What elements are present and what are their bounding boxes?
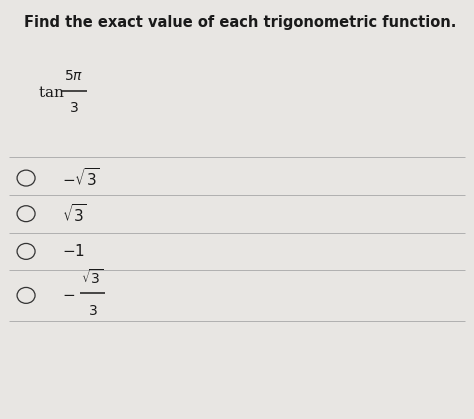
Text: $-$: $-$ bbox=[62, 286, 75, 301]
Text: $3$: $3$ bbox=[88, 304, 97, 318]
Text: $5\pi$: $5\pi$ bbox=[64, 69, 83, 83]
Text: $\mathrm{tan}$: $\mathrm{tan}$ bbox=[38, 85, 64, 100]
Text: $\sqrt{3}$: $\sqrt{3}$ bbox=[62, 203, 87, 225]
Text: $3$: $3$ bbox=[69, 101, 78, 115]
Text: $-1$: $-1$ bbox=[62, 243, 85, 259]
Text: $\sqrt{3}$: $\sqrt{3}$ bbox=[82, 268, 103, 287]
Text: Find the exact value of each trigonometric function.: Find the exact value of each trigonometr… bbox=[24, 15, 456, 30]
Text: $-\sqrt{3}$: $-\sqrt{3}$ bbox=[62, 167, 99, 189]
